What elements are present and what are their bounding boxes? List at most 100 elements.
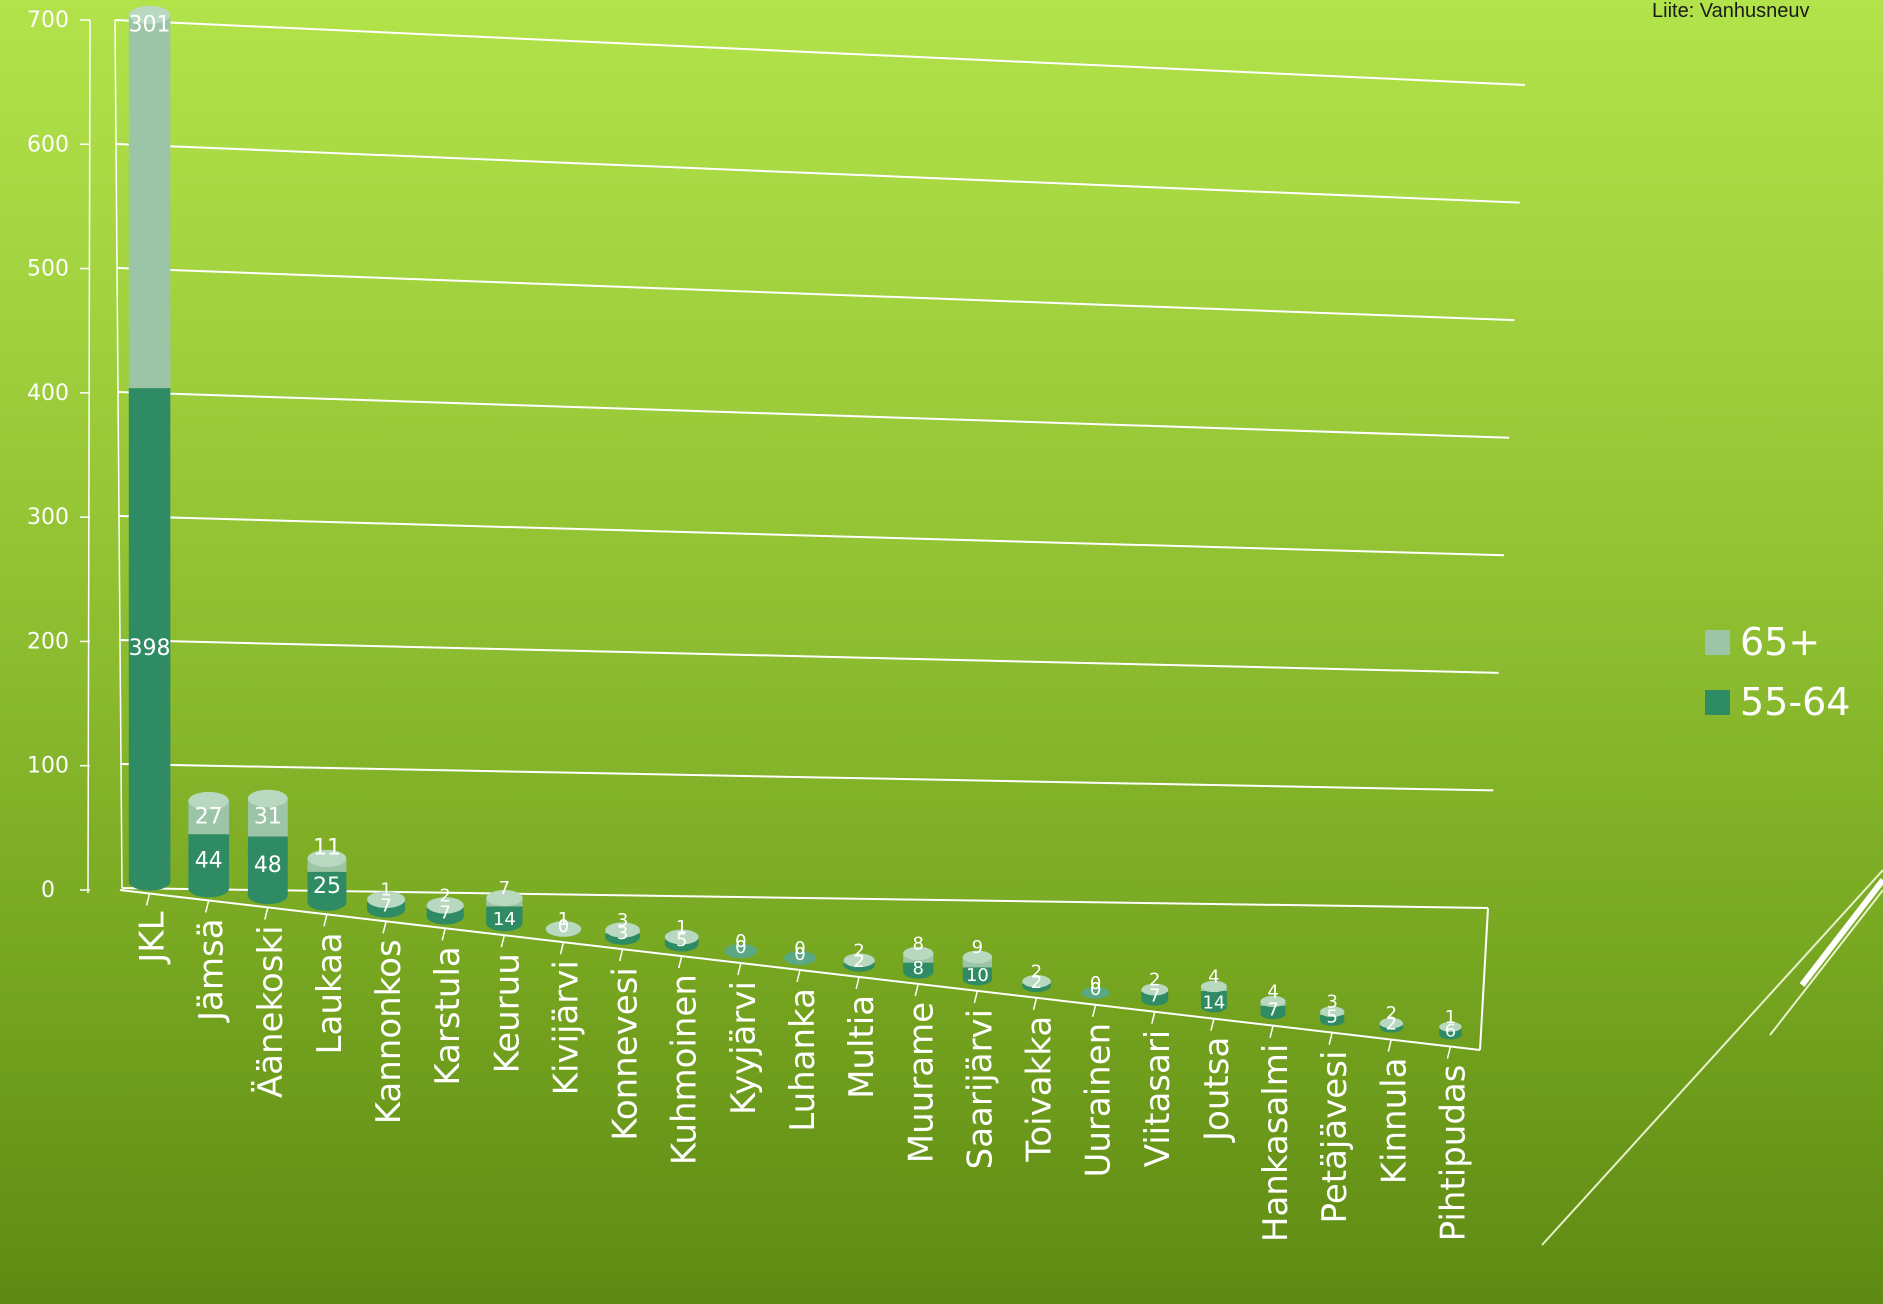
x-category-label: Muurame bbox=[901, 1002, 941, 1163]
data-label-65plus: 1 bbox=[1445, 1007, 1456, 1028]
x-tick-mark bbox=[323, 914, 328, 927]
bar-top-cap bbox=[486, 890, 523, 906]
bar-top-cap bbox=[962, 950, 993, 964]
decor-line bbox=[1769, 889, 1883, 1036]
data-label-65plus: 2 bbox=[1031, 961, 1042, 982]
floor-edge bbox=[1479, 907, 1489, 1051]
data-label-65plus: 0 bbox=[1090, 973, 1101, 994]
y-tick-label: 700 bbox=[27, 8, 69, 33]
data-label-55-64: 14 bbox=[493, 909, 516, 930]
data-label-55-64: 5 bbox=[1326, 1007, 1337, 1028]
x-category-label: Äänekoski bbox=[251, 925, 291, 1098]
bar-top-cap bbox=[128, 5, 171, 25]
bar-top-cap bbox=[307, 849, 347, 867]
decor-line bbox=[1541, 869, 1883, 1246]
x-tick-mark bbox=[1210, 1018, 1215, 1031]
x-tick-mark bbox=[382, 921, 387, 934]
data-label-55-64: 6 bbox=[1445, 1021, 1456, 1042]
x-tick-mark bbox=[1091, 1004, 1097, 1017]
data-label-55-64: 2 bbox=[1386, 1014, 1397, 1035]
gridline bbox=[119, 639, 1499, 674]
x-tick-mark bbox=[737, 962, 742, 976]
data-label-65plus: 0 bbox=[735, 931, 746, 952]
x-tick-mark bbox=[973, 990, 979, 1004]
bar-65plus bbox=[128, 14, 171, 389]
y-tick-label: 300 bbox=[27, 505, 69, 530]
x-tick-mark bbox=[559, 941, 565, 955]
x-category-label: Kyyjärvi bbox=[724, 981, 764, 1115]
x-tick-mark bbox=[914, 983, 919, 997]
gridline bbox=[114, 19, 1526, 86]
x-tick-mark bbox=[1387, 1039, 1393, 1052]
data-label-55-64: 2 bbox=[1031, 972, 1042, 993]
legend-label-55-64: 55-64 bbox=[1740, 680, 1851, 724]
bar-top-cap bbox=[247, 789, 288, 808]
data-label-55-64: 25 bbox=[313, 874, 341, 899]
bar-55-64-base bbox=[486, 915, 523, 932]
data-label-55-64: 3 bbox=[617, 923, 628, 944]
bar-55-64-base bbox=[1260, 1008, 1286, 1020]
x-tick-mark bbox=[1151, 1011, 1156, 1024]
x-category-label: Karstula bbox=[428, 946, 468, 1085]
bar-top-cap bbox=[724, 943, 758, 959]
x-category-label: Uurainen bbox=[1079, 1023, 1119, 1178]
data-label-55-64: 7 bbox=[1149, 986, 1160, 1007]
data-label-65plus: 8 bbox=[913, 933, 924, 954]
bar-55-64-base bbox=[962, 972, 993, 986]
y-tick-label: 400 bbox=[27, 381, 69, 406]
x-tick-mark bbox=[204, 900, 210, 913]
x-category-label: Kannonkos bbox=[369, 939, 409, 1124]
bar-top-cap bbox=[903, 946, 934, 961]
x-category-label: Saarijärvi bbox=[960, 1009, 1000, 1170]
data-label-55-64: 398 bbox=[129, 636, 171, 661]
data-label-65plus: 2 bbox=[853, 940, 864, 961]
gridline bbox=[117, 391, 1510, 439]
data-label-65plus: 4 bbox=[1267, 981, 1278, 1002]
bar-55-64 bbox=[188, 834, 230, 889]
data-label-55-64: 8 bbox=[913, 958, 924, 979]
y-tick-label: 0 bbox=[41, 878, 55, 903]
x-tick-mark bbox=[618, 948, 624, 962]
bar-55-64-base bbox=[1200, 1000, 1227, 1013]
y-tick-label: 600 bbox=[27, 132, 69, 157]
data-label-65plus: 7 bbox=[499, 878, 510, 899]
x-category-label: Pihtipudas bbox=[1433, 1065, 1473, 1242]
bar-top-cap bbox=[784, 950, 816, 966]
x-tick-mark bbox=[678, 955, 683, 969]
bar-top-cap bbox=[367, 891, 406, 908]
data-label-65plus: 1 bbox=[380, 880, 391, 901]
data-label-65plus: 1 bbox=[558, 909, 569, 930]
data-label-55-64: 0 bbox=[794, 944, 805, 965]
x-tick-mark bbox=[500, 935, 506, 948]
bar-top-cap bbox=[1081, 986, 1110, 999]
bar-top-cap bbox=[605, 922, 640, 938]
y-axis-back-line bbox=[114, 19, 123, 889]
bar-55-64-base bbox=[1320, 1015, 1345, 1026]
x-category-label: Joutsa bbox=[1197, 1037, 1237, 1143]
data-label-65plus: 4 bbox=[1208, 966, 1219, 987]
data-label-65plus: 1 bbox=[676, 917, 687, 938]
legend-item-65plus: 65+ bbox=[1705, 612, 1850, 672]
gridline bbox=[116, 267, 1515, 322]
y-tick-label: 200 bbox=[27, 629, 69, 654]
data-label-65plus: 9 bbox=[972, 937, 983, 958]
legend-item-55-64: 55-64 bbox=[1705, 672, 1850, 732]
gridline bbox=[115, 143, 1520, 204]
x-tick-mark bbox=[1032, 997, 1038, 1011]
bar-top-cap bbox=[545, 921, 582, 937]
data-label-65plus: 27 bbox=[195, 805, 223, 830]
bar-55-64-base bbox=[128, 872, 171, 891]
data-label-55-64: 2 bbox=[853, 951, 864, 972]
bar-top-cap bbox=[426, 897, 464, 914]
bar-55-64-base bbox=[1439, 1029, 1462, 1040]
data-label-65plus: 2 bbox=[1149, 970, 1160, 991]
legend: 65+ 55-64 bbox=[1705, 612, 1850, 732]
data-label-65plus: 31 bbox=[254, 804, 282, 829]
data-label-55-64: 14 bbox=[1202, 993, 1225, 1014]
x-tick-mark bbox=[855, 976, 860, 990]
y-axis-line bbox=[87, 19, 91, 894]
data-label-65plus: 2 bbox=[1386, 1003, 1397, 1024]
data-label-55-64: 48 bbox=[254, 853, 282, 878]
